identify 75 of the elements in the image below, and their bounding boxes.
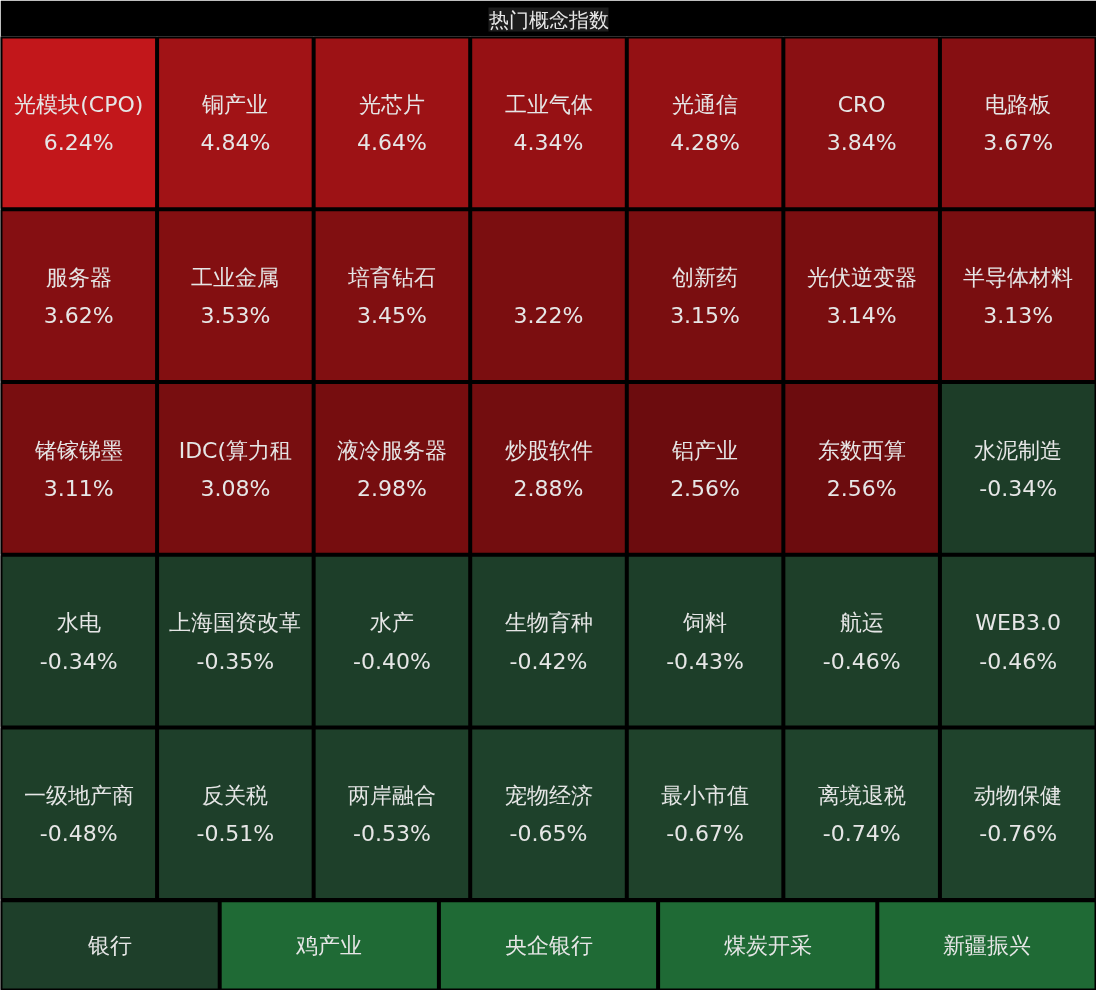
data-label: -0.34% (39, 648, 118, 674)
category-label: 最小市值 (661, 783, 750, 809)
data-label: -0.76% (979, 821, 1058, 847)
data-label: -0.46% (979, 648, 1058, 674)
category-label: 电路板 (985, 92, 1052, 118)
category-label: 光模块(CPO) (14, 92, 144, 118)
category-label: 液冷服务器 (336, 437, 447, 463)
data-label: 2.56% (826, 475, 897, 501)
category-label: 反关税 (202, 783, 269, 809)
category-label: 央企银行 (504, 932, 593, 958)
data-label: 2.98% (356, 475, 427, 501)
category-label: 东数西算 (817, 437, 906, 463)
category-label: 煤炭开采 (723, 932, 812, 958)
category-label: 铝产业 (671, 437, 739, 463)
category-label: 水产 (369, 610, 414, 636)
data-label: 2.88% (513, 475, 584, 501)
category-label: 光芯片 (358, 92, 425, 118)
data-label: 3.08% (200, 475, 271, 501)
data-label: -0.43% (666, 648, 744, 674)
category-label: 光伏逆变器 (806, 265, 917, 291)
data-label: -0.42% (509, 648, 588, 674)
category-label: IDC(算力租 (178, 437, 293, 463)
category-label: 培育钻石 (346, 265, 436, 291)
data-label: 3.84% (826, 130, 897, 156)
data-label: 4.28% (670, 130, 741, 156)
category-label: 饲料 (682, 610, 728, 636)
data-label: -0.46% (822, 648, 901, 674)
data-label: 4.64% (356, 130, 427, 156)
data-label: 3.45% (356, 303, 427, 329)
category-label: 锗镓锑墨 (33, 437, 123, 463)
data-label: -0.48% (39, 821, 118, 847)
data-label: 3.13% (983, 303, 1054, 329)
category-label: 银行 (87, 932, 133, 958)
data-label: 3.14% (826, 303, 897, 329)
data-label: -0.74% (822, 821, 901, 847)
category-label: 光通信 (672, 92, 739, 118)
category-label: CRO (837, 92, 886, 118)
category-label: 创新药 (672, 265, 739, 291)
category-label: 生物育种 (504, 610, 593, 636)
category-label: 工业气体 (504, 92, 593, 118)
data-label: -0.51% (196, 821, 275, 847)
category-label: 水电 (56, 610, 101, 636)
category-label: 炒股软件 (504, 437, 593, 463)
category-label: 航运 (839, 610, 884, 636)
category-label: 新疆振兴 (942, 932, 1031, 958)
category-label: 水泥制造 (974, 437, 1063, 463)
category-label: 工业金属 (191, 265, 280, 291)
category-label: 半导体材料 (963, 265, 1074, 291)
data-label: -0.40% (353, 648, 431, 674)
data-label: -0.35% (196, 648, 275, 674)
category-label: WEB3.0 (975, 610, 1062, 636)
data-label: 3.62% (43, 303, 114, 329)
data-label: 3.67% (983, 130, 1054, 156)
data-label: 4.84% (200, 130, 271, 156)
data-label: -0.53% (353, 821, 431, 847)
data-label: 2.56% (670, 475, 741, 501)
data-label: 4.34% (513, 130, 584, 156)
data-label: 3.11% (43, 475, 114, 501)
data-label: -0.67% (666, 821, 744, 847)
data-label: 3.22% (513, 303, 584, 329)
data-label: 3.15% (670, 303, 741, 329)
data-label: 3.53% (200, 303, 271, 329)
category-label: 离境退税 (817, 783, 906, 809)
data-label: -0.65% (509, 821, 588, 847)
text: 热门概念指数 (488, 7, 609, 32)
category-label: 两岸融合 (347, 783, 436, 809)
category-label: 铜产业 (201, 92, 269, 118)
category-label: 宠物经济 (504, 783, 593, 809)
data-label: -0.34% (979, 475, 1058, 501)
category-label: 一级地产商 (23, 783, 134, 809)
category-label: 上海国资改革 (169, 610, 302, 636)
category-label: 动物保健 (974, 783, 1063, 809)
category-label: 鸡产业 (295, 932, 363, 958)
data-label: 6.24% (43, 130, 114, 156)
category-label: 服务器 (45, 265, 112, 291)
